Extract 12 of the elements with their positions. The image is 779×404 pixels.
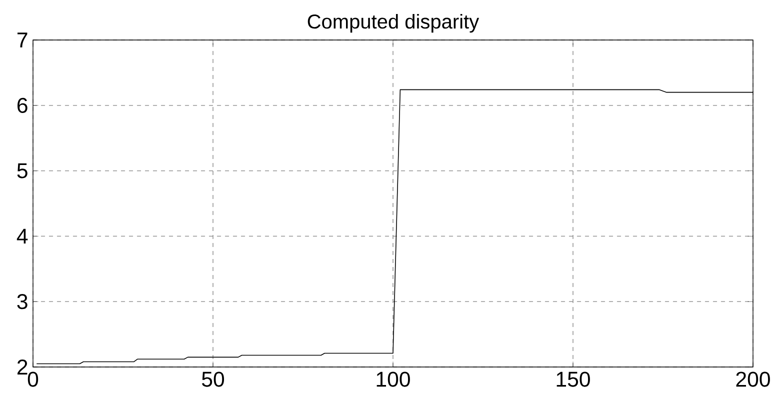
y-tick-label: 6 (18, 98, 28, 113)
x-tick-label: 200 (736, 372, 770, 387)
y-tick-label: 4 (16, 228, 28, 244)
y-tick-label: 7 (18, 32, 28, 48)
y-tick-label: 3 (17, 294, 28, 310)
x-tick-label: 100 (376, 372, 410, 387)
x-tick-label: 50 (202, 372, 224, 387)
chart-title: Computed disparity (308, 14, 480, 33)
y-tick-label: 5 (17, 163, 28, 178)
x-tick-label: 150 (556, 372, 590, 387)
y-tick-label: 2 (17, 360, 28, 374)
x-tick-label: 0 (28, 372, 38, 387)
